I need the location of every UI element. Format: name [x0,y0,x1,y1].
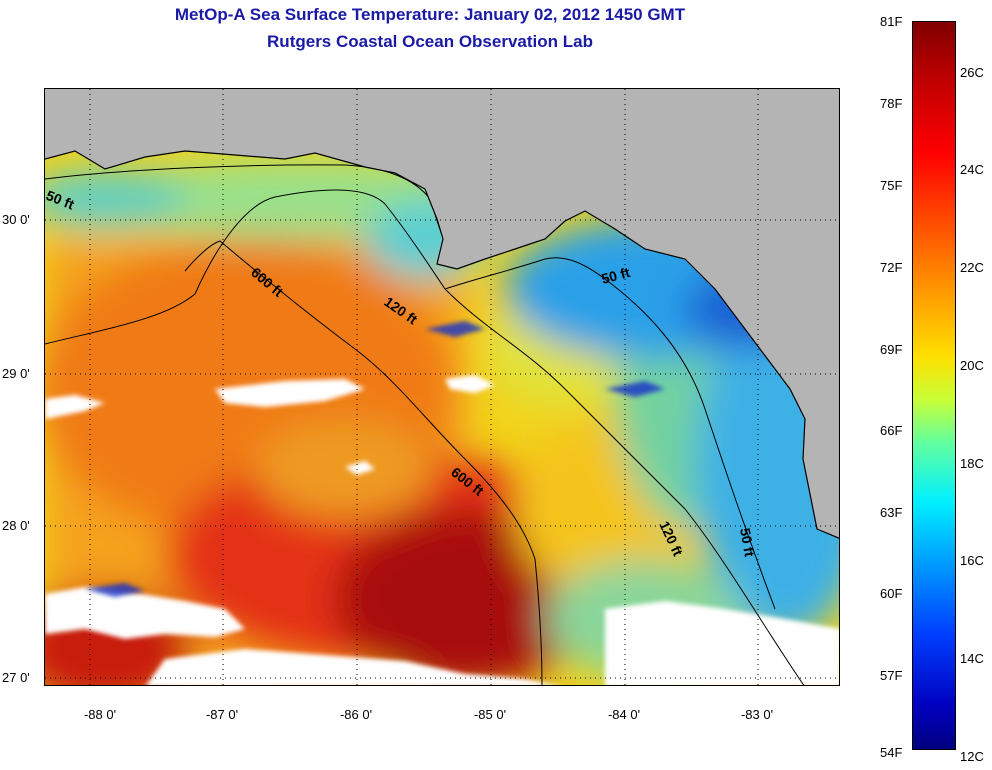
sst-map-canvas: 50 ft 600 ft 120 ft 50 ft 600 ft 120 ft … [45,89,839,685]
cbar-c-14: 14C [960,651,984,666]
cbar-f-72: 72F [880,260,903,275]
cbar-c-18: 18C [960,456,984,471]
cbar-c-12: 12C [960,749,984,764]
cbar-f-66: 66F [880,423,903,438]
lat-tick-28: 28 0' [2,518,30,533]
cbar-c-16: 16C [960,553,984,568]
cbar-c-24: 24C [960,162,984,177]
isobath-label-50ft-north: 50 ft [600,264,632,287]
cbar-f-78: 78F [880,96,903,111]
lon-tick-86: -86 0' [339,707,373,722]
map-subtitle: Rutgers Coastal Ocean Observation Lab [267,32,593,51]
cbar-f-81: 81F [880,14,903,29]
isobath-label-50ft-south: 50 ft [737,527,758,558]
lon-tick-84: -84 0' [607,707,641,722]
cbar-c-20: 20C [960,358,984,373]
coastline [45,150,839,539]
lon-tick-87: -87 0' [205,707,239,722]
temperature-colorbar [912,21,956,750]
lon-tick-85: -85 0' [473,707,507,722]
cbar-f-69: 69F [880,342,903,357]
cbar-c-26: 26C [960,65,984,80]
cbar-f-60: 60F [880,586,903,601]
cbar-c-22: 22C [960,260,984,275]
lon-tick-83: -83 0' [740,707,774,722]
cbar-f-57: 57F [880,668,903,683]
cbar-f-54: 54F [880,745,903,760]
lat-tick-30: 30 0' [2,212,30,227]
cbar-f-63: 63F [880,505,903,520]
map-title: MetOp-A Sea Surface Temperature: January… [174,5,686,24]
cbar-f-75: 75F [880,178,903,193]
lon-tick-88: -88 0' [83,707,117,722]
lat-tick-27: 27 0' [2,670,30,685]
sst-map: 50 ft 600 ft 120 ft 50 ft 600 ft 120 ft … [44,88,840,686]
lat-tick-29: 29 0' [2,366,30,381]
